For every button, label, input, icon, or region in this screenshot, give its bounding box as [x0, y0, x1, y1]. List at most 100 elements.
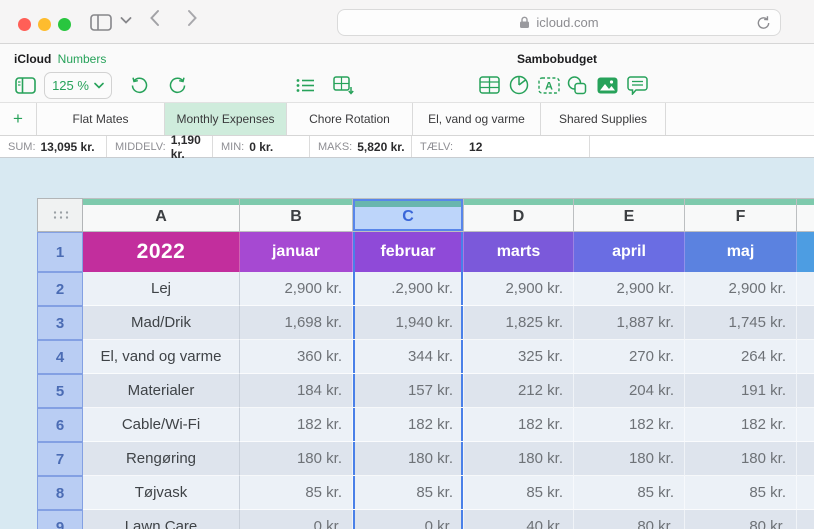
cell-value[interactable]: 184 kr.	[240, 374, 353, 408]
insert-shape-button[interactable]	[566, 74, 588, 96]
cell-value[interactable]	[797, 374, 814, 408]
cell-value[interactable]: 264 kr.	[685, 340, 797, 374]
cell-value[interactable]	[797, 408, 814, 442]
cell-value[interactable]: 80 kr.	[685, 510, 797, 529]
insert-chart-button[interactable]	[508, 74, 530, 96]
zoom-level-dropdown[interactable]: 125 %	[44, 72, 112, 99]
cell-value[interactable]: 180 kr.	[353, 442, 464, 476]
spreadsheet-canvas[interactable]: A B C D E F 1 2022 januar februar marts april maj 2…	[0, 158, 814, 529]
cell-value[interactable]: 2,900 kr.	[240, 272, 353, 306]
cell-value[interactable]: 0 kr.	[353, 510, 464, 529]
month-cell-g[interactable]	[797, 232, 814, 272]
cell-value[interactable]: 204 kr.	[574, 374, 685, 408]
column-header-D[interactable]: D	[464, 198, 574, 232]
insert-rows-columns-button[interactable]	[332, 74, 354, 96]
cell-label-lej[interactable]: Lej	[83, 272, 240, 306]
cell-value[interactable]	[797, 442, 814, 476]
row-header-8[interactable]: 8	[37, 476, 83, 510]
cell-value[interactable]	[797, 476, 814, 510]
sort-filter-list-button[interactable]	[294, 74, 316, 96]
tab-el-vand-og-varme[interactable]: El, vand og varme	[413, 103, 541, 135]
add-sheet-button[interactable]: +	[0, 103, 37, 135]
column-header-E[interactable]: E	[574, 198, 685, 232]
tab-flat-mates[interactable]: Flat Mates	[37, 103, 165, 135]
cell-value[interactable]: 182 kr.	[353, 408, 464, 442]
cell-label-rengøring[interactable]: Rengøring	[83, 442, 240, 476]
cell-label-mad-drik[interactable]: Mad/Drik	[83, 306, 240, 340]
panels-toggle-button[interactable]	[14, 74, 36, 96]
cell-label-tøjvask[interactable]: Tøjvask	[83, 476, 240, 510]
column-header-g[interactable]	[797, 198, 814, 232]
cell-value[interactable]: 180 kr.	[685, 442, 797, 476]
row-header-3[interactable]: 3	[37, 306, 83, 340]
column-header-A[interactable]: A	[83, 198, 240, 232]
traffic-light-minimize[interactable]	[38, 18, 51, 31]
undo-button[interactable]	[128, 74, 150, 96]
row-header-1[interactable]: 1	[37, 232, 83, 272]
cell-label-el-vand-og-varme[interactable]: El, vand og varme	[83, 340, 240, 374]
cell-value[interactable]: 157 kr.	[353, 374, 464, 408]
row-header-2[interactable]: 2	[37, 272, 83, 306]
column-header-C[interactable]: C	[353, 198, 464, 232]
cell-value[interactable]: 182 kr.	[685, 408, 797, 442]
row-header-7[interactable]: 7	[37, 442, 83, 476]
insert-text-button[interactable]: A	[538, 74, 560, 96]
row-header-4[interactable]: 4	[37, 340, 83, 374]
tab-chore-rotation[interactable]: Chore Rotation	[287, 103, 413, 135]
column-header-F[interactable]: F	[685, 198, 797, 232]
cell-value[interactable]: 1,825 kr.	[464, 306, 574, 340]
cell-value[interactable]	[797, 306, 814, 340]
address-bar[interactable]: icloud.com	[337, 9, 781, 36]
cell-value[interactable]: 360 kr.	[240, 340, 353, 374]
chevron-down-icon[interactable]	[120, 16, 132, 24]
forward-button[interactable]	[187, 9, 198, 27]
month-cell-april[interactable]: april	[574, 232, 685, 272]
month-cell-maj[interactable]: maj	[685, 232, 797, 272]
month-cell-marts[interactable]: marts	[464, 232, 574, 272]
row-header-5[interactable]: 5	[37, 374, 83, 408]
cell-value[interactable]: 85 kr.	[685, 476, 797, 510]
cell-value[interactable]: 182 kr.	[240, 408, 353, 442]
cell-value[interactable]: 1,940 kr.	[353, 306, 464, 340]
cell-value[interactable]	[797, 340, 814, 374]
month-cell-februar[interactable]: februar	[353, 232, 464, 272]
cell-value[interactable]	[797, 510, 814, 529]
column-header-B[interactable]: B	[240, 198, 353, 232]
cell-value[interactable]: 0 kr.	[240, 510, 353, 529]
cell-value[interactable]: 180 kr.	[574, 442, 685, 476]
insert-table-button[interactable]	[478, 74, 500, 96]
comment-button[interactable]	[626, 74, 648, 96]
year-cell[interactable]: 2022	[83, 232, 240, 272]
app-brand[interactable]: iCloud Numbers	[14, 52, 106, 66]
cell-label-materialer[interactable]: Materialer	[83, 374, 240, 408]
insert-media-button[interactable]	[596, 74, 618, 96]
tab-monthly-expenses[interactable]: Monthly Expenses	[165, 103, 287, 135]
cell-value[interactable]: 182 kr.	[464, 408, 574, 442]
month-cell-januar[interactable]: januar	[240, 232, 353, 272]
cell-value[interactable]: 40 kr.	[464, 510, 574, 529]
cell-value[interactable]	[797, 272, 814, 306]
cell-value[interactable]: 325 kr.	[464, 340, 574, 374]
cell-value[interactable]: 85 kr.	[240, 476, 353, 510]
cell-value[interactable]: 1,698 kr.	[240, 306, 353, 340]
row-header-9[interactable]: 9	[37, 510, 83, 529]
cell-label-cable-wi-fi[interactable]: Cable/Wi-Fi	[83, 408, 240, 442]
cell-label-lawn-care[interactable]: Lawn Care	[83, 510, 240, 529]
tab-shared-supplies[interactable]: Shared Supplies	[541, 103, 666, 135]
cell-value[interactable]: 85 kr.	[574, 476, 685, 510]
cell-value[interactable]: 180 kr.	[240, 442, 353, 476]
cell-value[interactable]: .2,900 kr.	[353, 272, 464, 306]
cell-value[interactable]: 182 kr.	[574, 408, 685, 442]
back-button[interactable]	[149, 9, 160, 27]
table-handle[interactable]	[37, 198, 83, 232]
traffic-light-zoom[interactable]	[58, 18, 71, 31]
cell-value[interactable]: 191 kr.	[685, 374, 797, 408]
cell-value[interactable]: 1,745 kr.	[685, 306, 797, 340]
row-header-6[interactable]: 6	[37, 408, 83, 442]
reload-icon[interactable]	[756, 15, 771, 31]
cell-value[interactable]: 270 kr.	[574, 340, 685, 374]
traffic-light-close[interactable]	[18, 18, 31, 31]
sidebar-toggle-icon[interactable]	[90, 14, 112, 31]
redo-button[interactable]	[166, 74, 188, 96]
cell-value[interactable]: 2,900 kr.	[464, 272, 574, 306]
